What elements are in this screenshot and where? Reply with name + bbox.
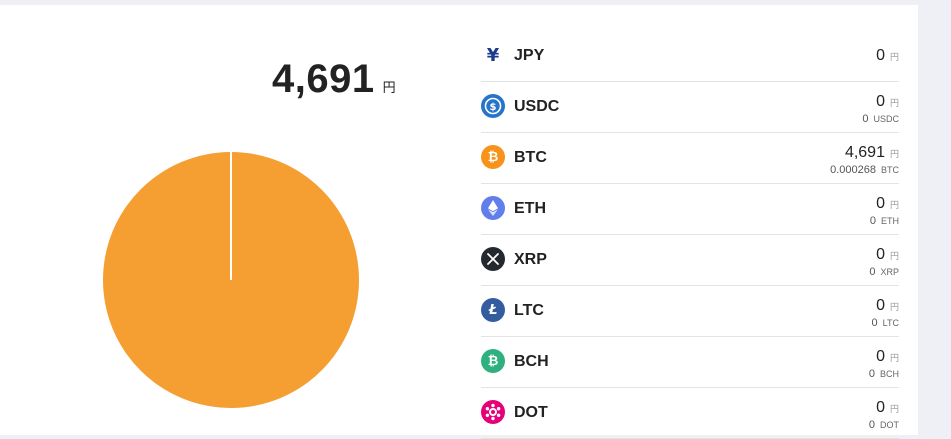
svg-text:$: $	[490, 102, 497, 113]
asset-quantity: 0.000268 BTC	[830, 164, 899, 176]
total-balance: 4,691 円	[272, 57, 396, 102]
litecoin-icon: Ł	[481, 298, 505, 322]
yen-icon: ¥	[486, 44, 500, 66]
asset-quantity: 0 USDC	[862, 113, 899, 125]
asset-quantity: 0 LTC	[871, 317, 899, 329]
asset-pie-chart	[103, 152, 359, 408]
asset-symbol: DOT	[514, 404, 548, 421]
asset-quantity: 0 ETH	[869, 215, 899, 227]
polkadot-icon	[481, 400, 505, 424]
asset-symbol: BCH	[514, 353, 549, 370]
asset-quantity: 0 BCH	[868, 368, 899, 380]
total-unit: 円	[382, 80, 396, 95]
xrp-icon	[481, 247, 505, 271]
asset-symbol: JPY	[514, 47, 545, 64]
asset-jpy-amount: 4,691 円	[844, 144, 899, 161]
asset-quantity: 0 DOT	[868, 419, 899, 431]
asset-symbol: USDC	[514, 98, 560, 115]
usdc-icon: $	[481, 94, 505, 118]
asset-symbol: XRP	[514, 251, 547, 268]
bitcoin-icon: ₿	[481, 145, 505, 169]
total-value: 4,691	[272, 57, 375, 101]
asset-symbol: BTC	[514, 149, 547, 166]
asset-quantity: 0 XRP	[869, 266, 899, 278]
ethereum-icon	[481, 196, 505, 220]
asset-symbol: LTC	[514, 302, 544, 319]
asset-row-btc[interactable]: ₿ BTC 4,691 円 0.000268 BTC	[481, 133, 899, 184]
asset-symbol: ETH	[514, 200, 546, 217]
bitcoin-cash-icon: ₿	[481, 349, 505, 373]
